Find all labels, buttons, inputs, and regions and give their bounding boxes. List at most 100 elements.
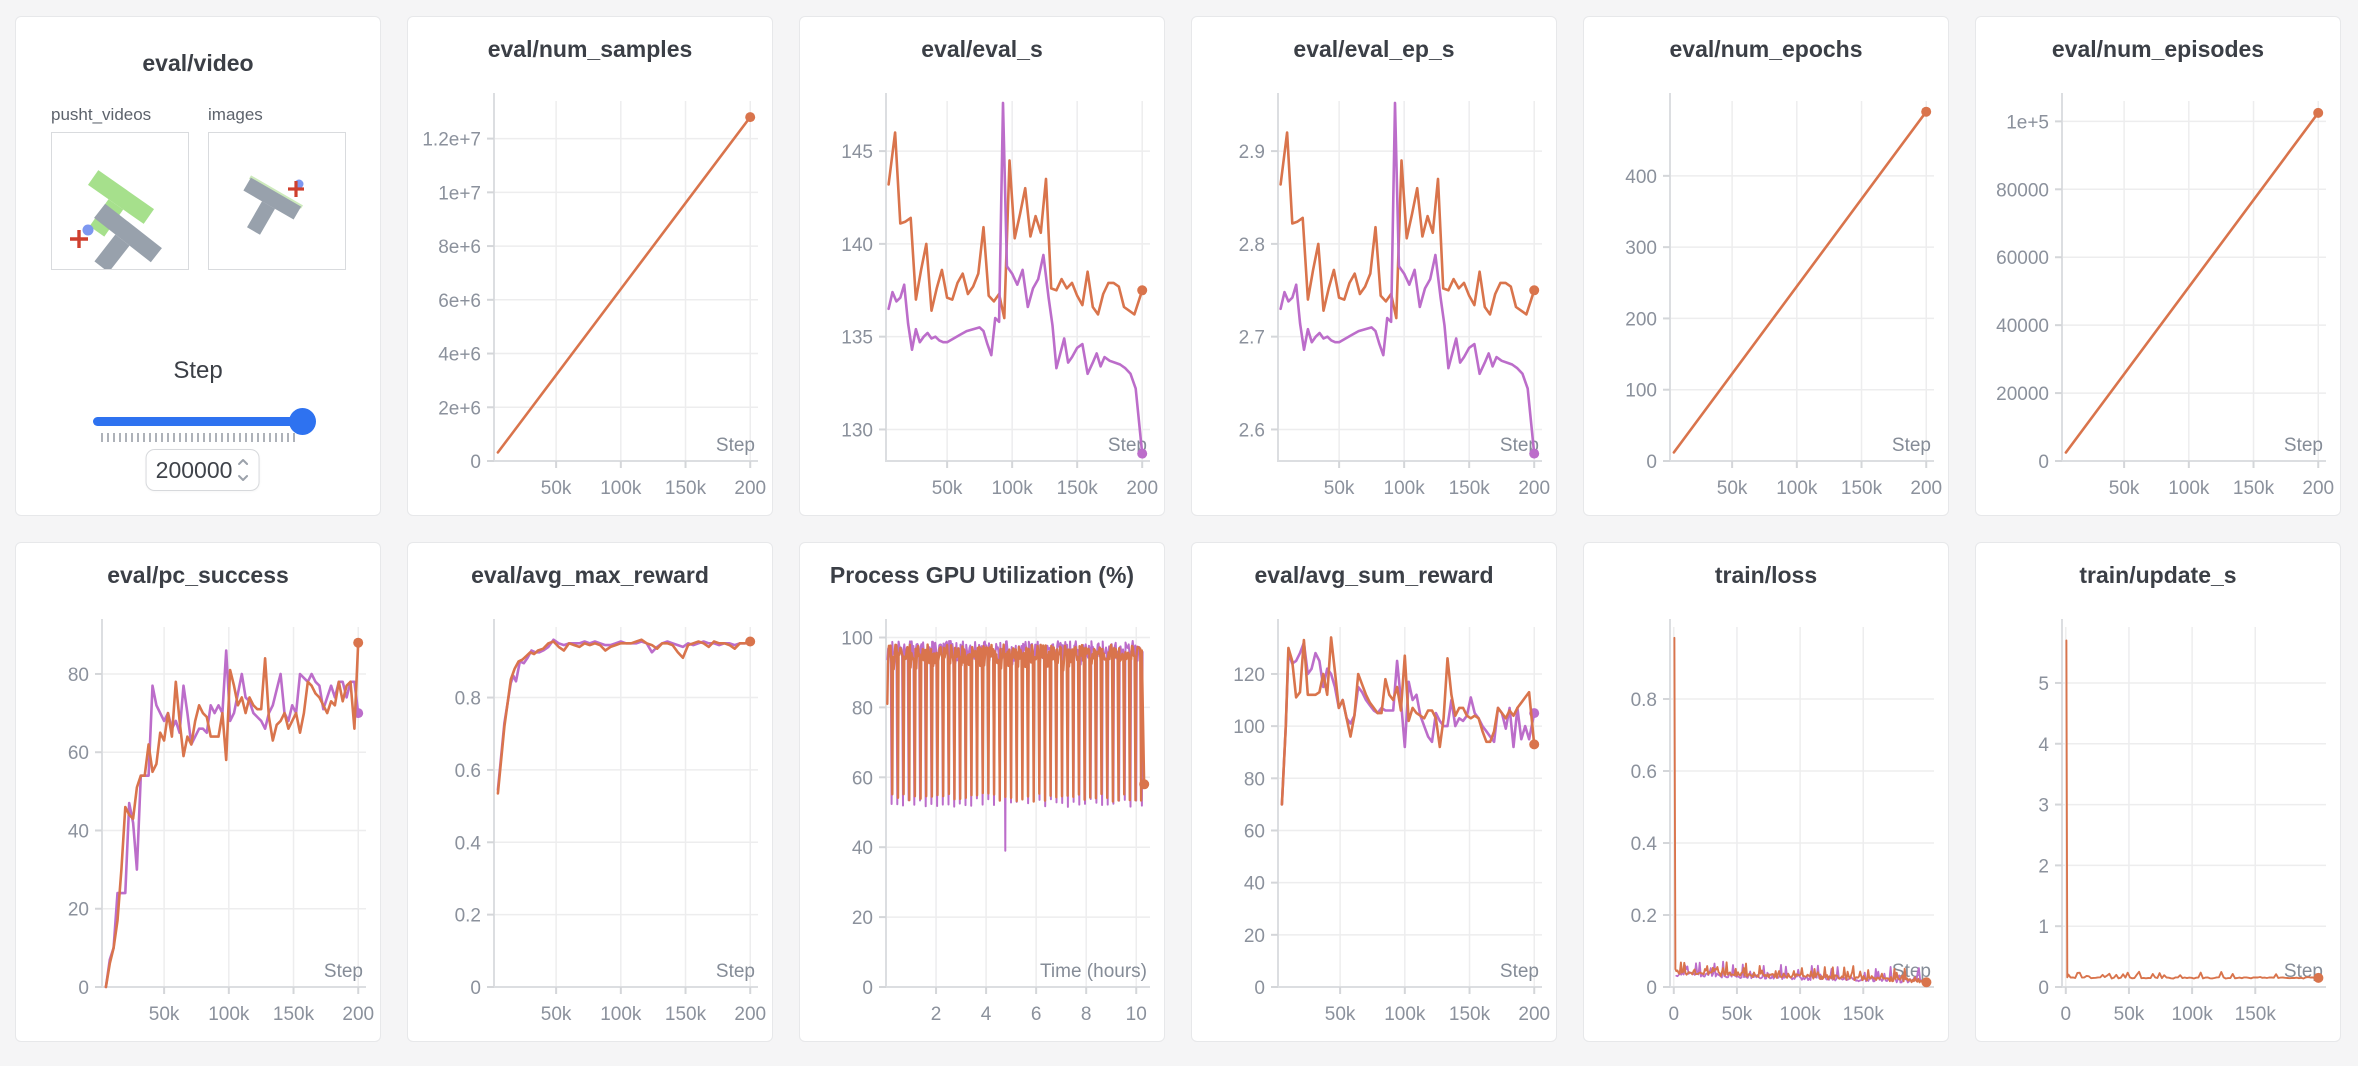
thumbnail-label-images: images — [208, 105, 263, 124]
panel-train-loss: train/loss 0 0.2 0.4 0.6 0.8 0 50k 100k 150k Step — [1583, 542, 1949, 1042]
svg-text:Step: Step — [716, 961, 755, 982]
svg-text:100: 100 — [1233, 717, 1265, 738]
eval-eval-ep-s-chart[interactable]: 2.6 2.7 2.8 2.9 50k 100k 150k 200 Step — [1192, 81, 1556, 515]
svg-text:200: 200 — [1625, 309, 1657, 330]
panel-eval-avg-max-reward: eval/avg_max_reward 0 0.2 0.4 0.6 0.8 50k 100k… — [407, 542, 773, 1042]
slider-thumb[interactable] — [289, 408, 316, 435]
svg-text:100: 100 — [841, 628, 873, 649]
step-input[interactable]: 200000 — [145, 449, 260, 491]
svg-text:100k: 100k — [2172, 1004, 2214, 1025]
slider-track[interactable] — [93, 408, 316, 435]
svg-text:40000: 40000 — [1996, 316, 2049, 337]
svg-text:200: 200 — [1518, 1004, 1550, 1025]
chart-title: eval/num_epochs — [1669, 35, 1863, 62]
agent-dot — [82, 224, 94, 236]
panel-title-eval-video: eval/video — [142, 49, 254, 76]
svg-text:80000: 80000 — [1996, 180, 2049, 201]
eval-num-samples-chart[interactable]: 0 2e+6 4e+6 6e+6 8e+6 1e+7 1.2e+7 50k 100k 150k 20… — [408, 81, 772, 515]
chart-title: eval/pc_success — [107, 561, 289, 588]
svg-text:0: 0 — [78, 978, 89, 999]
svg-text:100k: 100k — [1384, 1004, 1426, 1025]
block-t-shape — [94, 203, 162, 273]
step-slider[interactable] — [93, 407, 316, 442]
svg-text:2: 2 — [2038, 856, 2049, 877]
svg-text:200: 200 — [1126, 478, 1158, 499]
panel-gpu-utilization: Process GPU Utilization (%) 0 20 40 60 80 100… — [799, 542, 1165, 1042]
svg-text:200: 200 — [1518, 478, 1550, 499]
svg-text:0: 0 — [470, 452, 481, 473]
svg-text:150k: 150k — [1449, 478, 1491, 499]
svg-text:1: 1 — [2038, 917, 2049, 938]
svg-text:200: 200 — [342, 1004, 374, 1025]
svg-text:6: 6 — [1031, 1004, 1042, 1025]
eval-eval-s-chart[interactable]: 130 135 140 145 50k 100k 150k 200 Step — [800, 81, 1164, 515]
step-slider-label: Step — [173, 357, 223, 384]
panel-eval-avg-sum-reward: eval/avg_sum_reward 0 20 40 60 80 100 120 50k 10… — [1191, 542, 1557, 1042]
svg-text:Step: Step — [1892, 435, 1931, 456]
svg-text:0: 0 — [2038, 452, 2049, 473]
svg-text:100k: 100k — [600, 478, 642, 499]
panel-eval-num-epochs: eval/num_epochs 0 100 200 300 400 50k 100k 150k… — [1583, 16, 1949, 516]
eval-num-epochs-chart[interactable]: 0 100 200 300 400 50k 100k 150k 200 Step — [1584, 81, 1948, 515]
slider-ruler — [101, 433, 297, 442]
chart-title: eval/eval_s — [921, 35, 1043, 62]
svg-text:100k: 100k — [600, 1004, 642, 1025]
spinner-up-icon[interactable] — [236, 457, 249, 468]
chart-title: eval/avg_max_reward — [471, 561, 709, 588]
panel-eval-pc-success: eval/pc_success 0 20 40 60 80 50k 100k 150k 200 S… — [15, 542, 381, 1042]
svg-text:150k: 150k — [1843, 1004, 1885, 1025]
process-gpu-utilization-chart[interactable]: 0 20 40 60 80 100 2 4 6 8 10 Time (hours) — [800, 607, 1164, 1041]
svg-text:2.9: 2.9 — [1239, 142, 1265, 163]
svg-text:100: 100 — [1625, 381, 1657, 402]
svg-text:135: 135 — [841, 328, 873, 349]
svg-text:4e+6: 4e+6 — [438, 345, 481, 366]
panel-eval-video: eval/video pusht_videos — [15, 16, 381, 516]
svg-text:4: 4 — [2038, 735, 2049, 756]
svg-text:60: 60 — [1244, 821, 1265, 842]
svg-text:2.6: 2.6 — [1239, 420, 1265, 441]
spinner-down-icon[interactable] — [236, 472, 249, 483]
panel-eval-eval-ep-s: eval/eval_ep_s 2.6 2.7 2.8 2.9 50k 100k 150k 20… — [1191, 16, 1557, 516]
svg-text:50k: 50k — [149, 1004, 180, 1025]
svg-text:300: 300 — [1625, 238, 1657, 259]
svg-text:5: 5 — [2038, 674, 2049, 695]
svg-text:20: 20 — [852, 908, 873, 929]
chart-title: Process GPU Utilization (%) — [829, 561, 1135, 588]
step-slider-block: Step 200000 — [16, 357, 380, 491]
svg-text:50k: 50k — [2109, 478, 2140, 499]
svg-text:100k: 100k — [2168, 478, 2210, 499]
svg-text:Time (hours): Time (hours) — [1040, 961, 1147, 982]
step-value: 200000 — [155, 456, 233, 483]
svg-text:100k: 100k — [1780, 1004, 1822, 1025]
svg-text:20: 20 — [68, 900, 89, 921]
panel-eval-eval-s: eval/eval_s 130 135 140 145 50k 100k 150k 200 St… — [799, 16, 1165, 516]
svg-text:150k: 150k — [665, 1004, 707, 1025]
svg-text:60000: 60000 — [1996, 248, 2049, 269]
eval-num-episodes-chart[interactable]: 0 20000 40000 60000 80000 1e+5 50k 100k 150k 200 S… — [1976, 81, 2340, 515]
chart-title: train/loss — [1714, 561, 1818, 588]
svg-text:100k: 100k — [1384, 478, 1426, 499]
pusht-video-frame-image — [70, 170, 162, 273]
svg-text:20000: 20000 — [1996, 384, 2049, 405]
svg-text:0.2: 0.2 — [455, 906, 481, 927]
chart-title: eval/num_samples — [487, 35, 693, 62]
svg-text:0: 0 — [2038, 978, 2049, 999]
svg-text:80: 80 — [852, 698, 873, 719]
eval-avg-max-reward-chart[interactable]: 0 0.2 0.4 0.6 0.8 50k 100k 150k 200 Step — [408, 607, 772, 1041]
svg-text:150k: 150k — [1841, 478, 1883, 499]
panel-eval-num-samples: eval/num_samples 0 2e+6 4e+6 6e+6 8e+6 1e+7 1.… — [407, 16, 773, 516]
panel-train-update-s: train/update_s 0 1 2 3 4 5 0 50k 100k 150k Step — [1975, 542, 2341, 1042]
svg-text:145: 145 — [841, 142, 873, 163]
svg-text:80: 80 — [68, 665, 89, 686]
svg-text:0: 0 — [470, 978, 481, 999]
pusht-videos-thumbnail[interactable] — [51, 132, 189, 273]
eval-pc-success-chart[interactable]: 0 20 40 60 80 50k 100k 150k 200 Step — [16, 607, 380, 1041]
images-thumbnail[interactable] — [208, 132, 346, 270]
svg-text:200: 200 — [734, 478, 766, 499]
eval-avg-sum-reward-chart[interactable]: 0 20 40 60 80 100 120 50k 100k 150k 200 Step — [1192, 607, 1556, 1041]
panel-eval-num-episodes: eval/num_episodes 0 20000 40000 60000 80000 1… — [1975, 16, 2341, 516]
target-cross-icon — [288, 181, 304, 197]
